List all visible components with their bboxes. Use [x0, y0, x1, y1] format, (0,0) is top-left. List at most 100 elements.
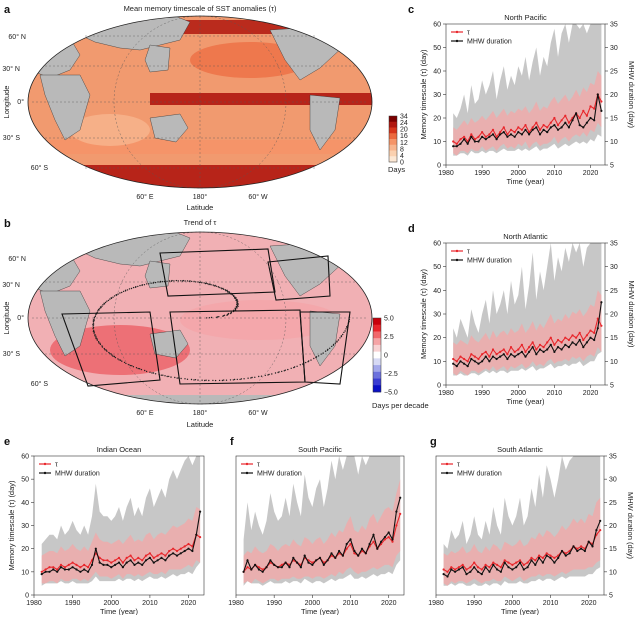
stipple-dot: [198, 281, 201, 284]
stipple-dot: [345, 328, 347, 330]
tau-point: [513, 131, 516, 134]
stipple-dot: [327, 348, 329, 351]
tau-point: [499, 350, 502, 353]
y2-axis-label: MHW duration (day): [626, 492, 635, 560]
mhw-point: [466, 142, 469, 145]
map-b-significance-stippling: [92, 279, 351, 382]
mhw-point: [499, 570, 502, 573]
mhw-point: [560, 549, 564, 553]
mhw-point: [499, 133, 502, 136]
stipple-dot: [110, 297, 113, 300]
tau-point: [470, 353, 473, 356]
tau-point: [506, 133, 509, 136]
tau-point: [589, 105, 592, 108]
tau-point: [246, 566, 249, 569]
stipple-dot: [93, 332, 95, 334]
mhw-point: [488, 135, 491, 138]
tau-point: [528, 131, 531, 134]
stipple-dot: [112, 296, 114, 298]
tau-point: [40, 570, 43, 573]
stipple-dot: [324, 350, 327, 352]
stipple-dot: [174, 376, 176, 379]
stipple-dot: [281, 370, 283, 373]
stipple-dot: [234, 307, 236, 309]
stipple-dot: [159, 281, 161, 283]
stipple-dot: [100, 306, 102, 309]
stipple-dot: [98, 342, 100, 344]
mhw-point: [326, 559, 329, 562]
tau-point: [553, 116, 556, 120]
plot-area: [442, 456, 602, 586]
tau-point: [121, 561, 124, 564]
stipple-dot: [92, 325, 94, 327]
tau-point: [541, 556, 545, 560]
stipple-dot: [149, 371, 151, 373]
mhw-point: [470, 357, 473, 361]
mhw-point: [495, 138, 498, 141]
y2-tick-label: 5: [610, 383, 614, 390]
tau-point: [524, 350, 527, 353]
tau-point: [117, 556, 121, 560]
tau-point: [257, 566, 260, 569]
map-a-lon-label: 60° W: [248, 193, 268, 201]
tau-point: [560, 119, 563, 122]
chart-title: North Pacific: [504, 13, 547, 22]
legend-marker: [445, 471, 449, 475]
stipple-dot: [271, 373, 273, 375]
stipple-dot: [141, 284, 143, 287]
stipple-dot: [343, 331, 345, 334]
mhw-point: [463, 138, 466, 141]
stipple-dot: [93, 316, 96, 319]
tau-point: [549, 121, 552, 124]
map-a-lat-label: 30° N: [2, 65, 20, 73]
stipple-dot: [205, 379, 207, 381]
tau-point: [457, 566, 460, 569]
mhw-point: [567, 126, 571, 129]
tau-point: [546, 341, 549, 344]
tau-point: [466, 360, 469, 363]
tau-point: [556, 124, 560, 127]
y-tick-label: 10: [21, 569, 29, 576]
stipple-dot: [188, 280, 190, 283]
map-a-title: Mean memory timescale of SST anomalies (…: [124, 4, 277, 13]
x-axis-label: Time (year): [506, 397, 545, 406]
stipple-dot: [166, 280, 168, 282]
mhw-point: [102, 563, 105, 567]
colorbar-b: 5.0 2.5 0 −2.5 −5.0: [372, 316, 398, 397]
tau-point: [52, 566, 55, 569]
mhw-point: [507, 566, 510, 569]
x-tick-label: 2000: [505, 600, 521, 607]
stipple-dot: [143, 284, 146, 286]
mhw-point: [330, 552, 333, 555]
y2-tick-label: 10: [610, 139, 618, 146]
mhw-point: [491, 355, 495, 358]
tau-point: [83, 563, 86, 567]
tau-point: [179, 547, 182, 550]
stipple-dot: [170, 280, 173, 282]
stipple-dot: [284, 369, 286, 371]
x-tick-label: 1990: [266, 600, 282, 607]
colorbar-b-swatch: [373, 351, 381, 359]
stipple-dot: [210, 316, 213, 319]
tau-point: [98, 556, 101, 560]
stipple-dot: [117, 293, 119, 295]
tau-point: [511, 563, 514, 567]
tau-point: [582, 338, 585, 342]
y2-tick-label: 15: [610, 116, 618, 123]
mhw-point: [484, 566, 487, 569]
stipple-dot: [99, 343, 102, 346]
tau-point: [492, 561, 495, 564]
stipple-dot: [96, 339, 99, 341]
stipple-dot: [97, 310, 99, 312]
stipple-dot: [138, 368, 141, 370]
tau-point: [531, 341, 534, 344]
tau-point: [545, 552, 548, 555]
y2-tick-label: 35: [610, 22, 618, 29]
map-b-lat-label: 60° N: [8, 255, 26, 263]
mhw-point: [491, 133, 495, 136]
stipple-dot: [217, 286, 219, 288]
tau-point: [495, 135, 498, 138]
stipple-dot: [175, 279, 178, 282]
stipple-dot: [194, 379, 197, 381]
mhw-point: [152, 561, 155, 564]
